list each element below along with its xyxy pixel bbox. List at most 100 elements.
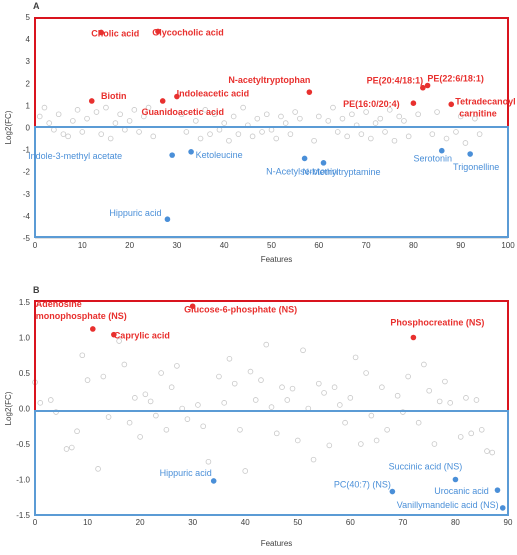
background-point — [472, 115, 478, 122]
highlight-point — [410, 100, 417, 106]
x-tick-label: 90 — [456, 241, 465, 250]
highlight-point — [320, 160, 327, 166]
background-point — [368, 135, 374, 142]
background-point — [453, 129, 459, 135]
background-point — [363, 109, 369, 115]
background-point — [221, 400, 228, 406]
background-point — [297, 115, 303, 122]
background-point — [279, 384, 285, 391]
background-point — [273, 430, 280, 437]
background-point — [131, 107, 138, 113]
background-point — [254, 115, 261, 122]
x-axis-label: Features — [261, 539, 293, 548]
highlight-point — [188, 149, 194, 155]
point-label: Indole-3-methyl acetate — [28, 151, 122, 161]
background-point — [197, 135, 204, 142]
point-label: Phosphocreatine (NS) — [390, 318, 484, 328]
background-point — [326, 442, 333, 449]
point-label-line: Tetradecanoyl — [455, 96, 515, 106]
x-tick-label: 10 — [83, 518, 92, 527]
highlight-point — [301, 155, 308, 162]
background-point — [63, 446, 70, 452]
background-point — [287, 131, 294, 137]
background-point — [358, 131, 365, 137]
highlight-point — [90, 326, 96, 332]
point-label: N-Acetylserotonin — [266, 166, 337, 176]
y-tick-label: -5 — [23, 234, 31, 243]
highlight-point — [499, 505, 506, 511]
background-point — [347, 395, 354, 401]
highlight-point — [420, 84, 426, 91]
background-point — [268, 126, 275, 133]
background-point — [289, 385, 296, 392]
background-point — [259, 129, 265, 135]
y-tick-label: 4 — [26, 35, 31, 44]
point-label: Glycocholic acid — [152, 27, 224, 37]
background-point — [84, 377, 91, 383]
background-point — [484, 448, 490, 454]
x-tick-label: 10 — [78, 241, 87, 250]
x-tick-label: 40 — [220, 241, 229, 250]
background-point — [231, 380, 238, 387]
y-axis-label: Log2(FC) — [4, 391, 13, 425]
background-point — [400, 409, 406, 415]
background-point — [489, 449, 496, 456]
background-point — [95, 466, 101, 472]
x-tick-label: 20 — [136, 518, 145, 527]
background-point — [53, 409, 59, 415]
y-tick-label: 1.0 — [19, 334, 31, 343]
background-point — [386, 107, 393, 113]
background-point — [429, 131, 436, 137]
downregulated-box — [34, 126, 509, 238]
point-label: Tetradecanoyl carnitine — [455, 96, 515, 118]
background-point — [396, 113, 403, 120]
x-tick-label: 40 — [241, 518, 250, 527]
background-point — [116, 338, 122, 344]
y-tick-label: 0.5 — [19, 369, 31, 378]
background-point — [55, 111, 62, 118]
background-point — [478, 426, 485, 433]
panel-a: A 0 10 20 30 40 50 60 70 80 90 100 -5 -4 -3 -2 -1 0 1 2 3 4 5 F… — [4, 1, 516, 264]
highlight-point — [438, 147, 445, 154]
highlight-point — [88, 98, 95, 104]
point-label: Biotin — [101, 91, 127, 101]
background-point — [331, 384, 338, 391]
background-point — [273, 135, 280, 142]
highlight-point — [164, 216, 171, 223]
background-point — [132, 395, 138, 401]
point-label: N-acetyltryptophan — [228, 75, 310, 85]
background-point — [344, 133, 350, 140]
background-point — [136, 129, 142, 135]
background-point — [121, 361, 128, 368]
background-point — [41, 104, 48, 111]
background-point — [51, 126, 57, 133]
background-point — [183, 129, 190, 135]
background-point — [193, 118, 199, 124]
background-point — [242, 468, 249, 474]
point-label: Succinic acid (NS) — [389, 462, 463, 472]
background-point — [237, 426, 243, 433]
x-tick-label: 70 — [362, 241, 371, 250]
point-label: PE(16:0/20:4) — [343, 99, 400, 109]
background-point — [60, 131, 67, 137]
y-tick-label: -1 — [23, 146, 31, 155]
x-tick-label: 60 — [314, 241, 323, 250]
background-point — [462, 140, 469, 146]
background-point — [247, 368, 254, 375]
background-point — [358, 441, 364, 447]
background-point — [112, 120, 119, 126]
y-tick-label: 1.5 — [19, 298, 31, 307]
background-point — [300, 347, 306, 354]
y-tick-label: -1.0 — [16, 476, 30, 485]
background-point — [230, 113, 237, 120]
point-label: Indoleacetic acid — [177, 89, 250, 99]
background-point — [226, 137, 232, 144]
background-point — [158, 370, 164, 376]
background-point — [405, 133, 412, 140]
highlight-point — [174, 93, 180, 100]
background-point — [221, 120, 228, 126]
background-point — [168, 384, 175, 391]
background-point — [368, 412, 375, 419]
y-tick-label: 0 — [26, 124, 31, 133]
point-label: Caprylic acid — [114, 331, 170, 341]
